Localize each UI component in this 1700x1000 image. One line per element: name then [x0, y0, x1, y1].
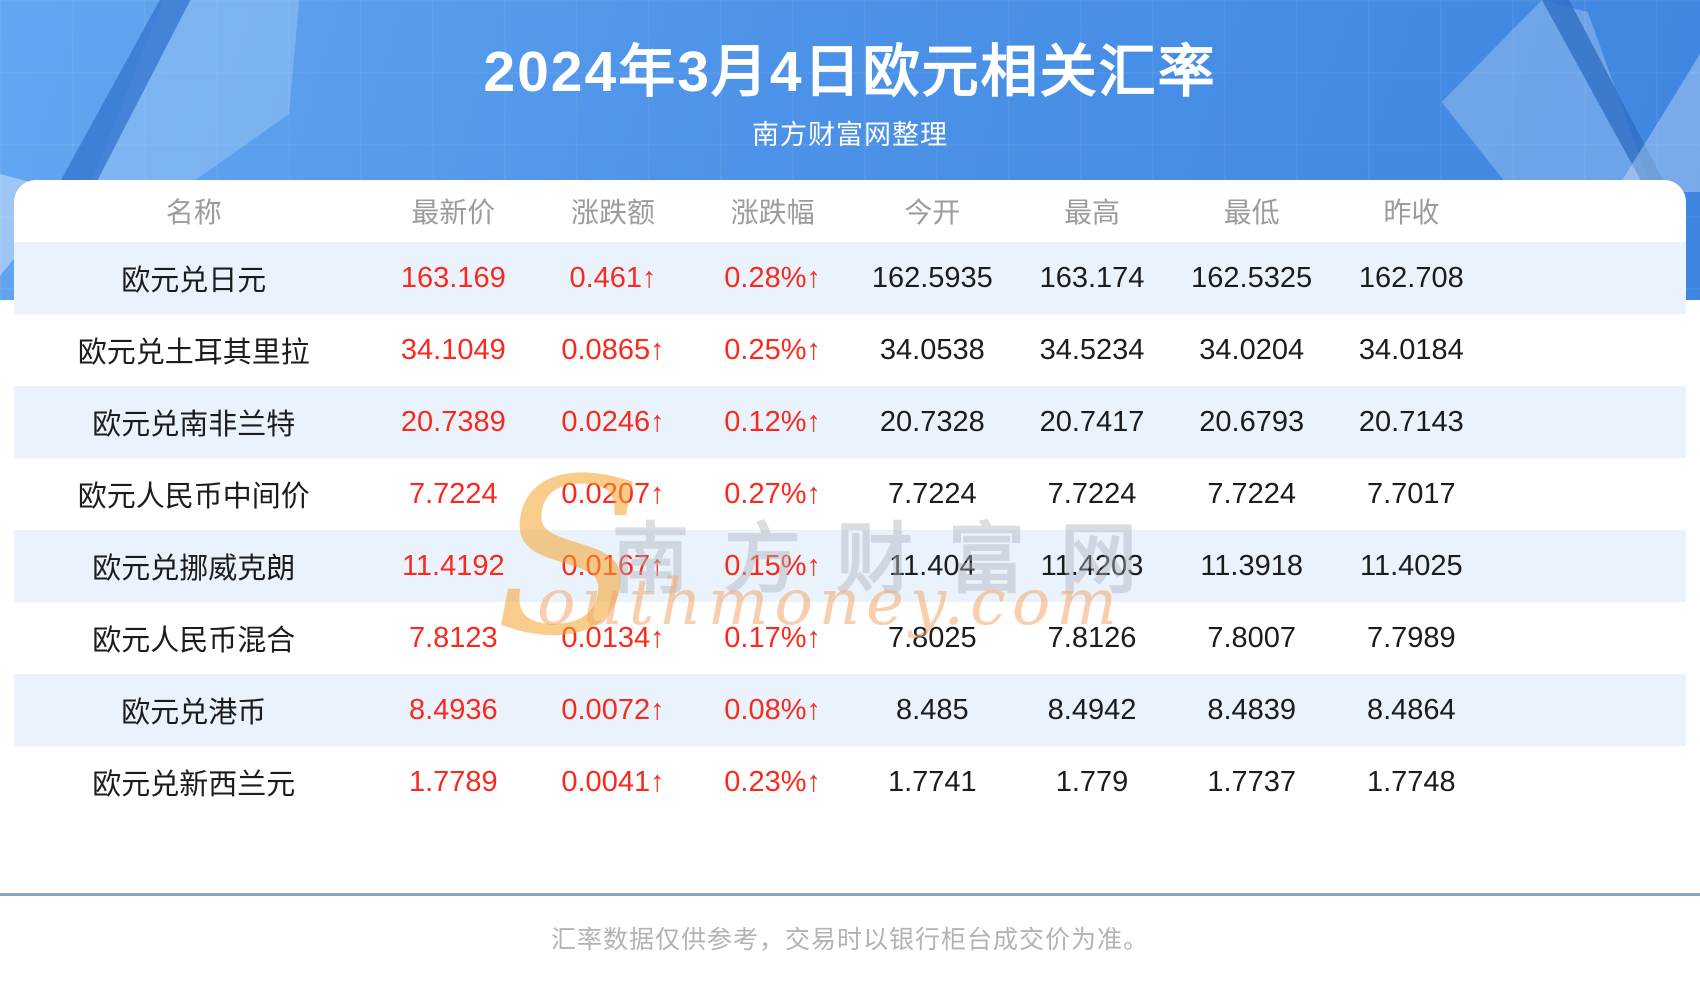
open-cell: 8.485 — [896, 693, 969, 726]
high-cell: 163.174 — [1039, 261, 1145, 294]
filler-cell — [1491, 458, 1686, 530]
pair-name-cell: 欧元兑港币 — [121, 697, 267, 729]
filler-cell — [1491, 602, 1686, 674]
prev-close-cell: 11.4025 — [1359, 549, 1463, 582]
low-cell: 7.7224 — [1207, 477, 1297, 510]
filler-cell — [1491, 386, 1686, 458]
high-cell: 7.8126 — [1047, 621, 1137, 654]
footer-disclaimer: 汇率数据仅供参考，交易时以银行柜台成交价为准。 — [550, 926, 1149, 954]
low-cell: 8.4839 — [1207, 693, 1297, 726]
pair-name-cell: 欧元兑挪威克朗 — [92, 553, 296, 585]
table-row: 欧元人民币混合 7.8123 0.0134↑ 0.17%↑ 7.8025 7.8… — [14, 602, 1686, 674]
filler-cell — [1491, 314, 1686, 386]
rates-card: 名称 最新价 涨跌额 涨跌幅 今开 最高 最低 昨收 欧元兑日元 163.169… — [14, 180, 1686, 1000]
change-percent-cell: 0.25%↑ — [724, 333, 822, 366]
latest-price-cell: 7.7224 — [408, 477, 498, 510]
change-percent-cell: 0.23%↑ — [724, 765, 822, 798]
prev-close-cell: 8.4864 — [1366, 693, 1456, 726]
col-header-filler — [1491, 180, 1686, 242]
latest-price-cell: 8.4936 — [408, 693, 498, 726]
change-percent-cell: 0.17%↑ — [724, 621, 822, 654]
change-amount-cell: 0.0865↑ — [561, 333, 665, 366]
col-header-change: 涨跌额 — [570, 197, 655, 228]
low-cell: 34.0204 — [1199, 333, 1305, 366]
low-cell: 7.8007 — [1207, 621, 1297, 654]
low-cell: 11.3918 — [1200, 549, 1303, 582]
latest-price-cell: 11.4192 — [401, 549, 505, 582]
footer-divider — [0, 893, 1700, 896]
high-cell: 1.779 — [1055, 765, 1129, 798]
latest-price-cell: 34.1049 — [400, 333, 506, 366]
page-title: 2024年3月4日欧元相关汇率 — [483, 40, 1217, 104]
change-percent-cell: 0.12%↑ — [724, 405, 822, 438]
pair-name-cell: 欧元兑日元 — [121, 265, 267, 297]
table-row: 欧元兑土耳其里拉 34.1049 0.0865↑ 0.25%↑ 34.0538 … — [14, 314, 1686, 386]
change-amount-cell: 0.0207↑ — [561, 477, 665, 510]
filler-cell — [1491, 242, 1686, 314]
pair-name-cell: 欧元兑南非兰特 — [92, 409, 296, 441]
latest-price-cell: 163.169 — [400, 261, 506, 294]
prev-close-cell: 34.0184 — [1358, 333, 1464, 366]
filler-cell — [1491, 530, 1686, 602]
col-header-change-pct: 涨跌幅 — [730, 197, 815, 228]
prev-close-cell: 7.7989 — [1366, 621, 1456, 654]
change-percent-cell: 0.08%↑ — [724, 693, 822, 726]
table-row: 欧元兑港币 8.4936 0.0072↑ 0.08%↑ 8.485 8.4942… — [14, 674, 1686, 746]
prev-close-cell: 7.7017 — [1366, 477, 1456, 510]
filler-cell — [1491, 746, 1686, 818]
low-cell: 162.5325 — [1191, 261, 1313, 294]
col-header-open: 今开 — [904, 197, 961, 228]
pair-name-cell: 欧元人民币中间价 — [77, 481, 310, 513]
col-header-low: 最低 — [1223, 197, 1280, 228]
high-cell: 11.4203 — [1040, 549, 1144, 582]
low-cell: 20.6793 — [1199, 405, 1305, 438]
col-header-prev-close: 昨收 — [1383, 197, 1440, 228]
exchange-rates-table: 名称 最新价 涨跌额 涨跌幅 今开 最高 最低 昨收 欧元兑日元 163.169… — [14, 180, 1686, 818]
change-percent-cell: 0.27%↑ — [724, 477, 822, 510]
change-percent-cell: 0.15%↑ — [724, 549, 822, 582]
pair-name-cell: 欧元兑土耳其里拉 — [77, 337, 310, 369]
table-header-row: 名称 最新价 涨跌额 涨跌幅 今开 最高 最低 昨收 — [14, 180, 1686, 242]
banner: 2024年3月4日欧元相关汇率 南方财富网整理 — [0, 0, 1700, 300]
col-header-name: 名称 — [165, 197, 222, 228]
prev-close-cell: 162.708 — [1358, 261, 1464, 294]
change-percent-cell: 0.28%↑ — [724, 261, 822, 294]
high-cell: 8.4942 — [1047, 693, 1137, 726]
open-cell: 162.5935 — [871, 261, 993, 294]
open-cell: 20.7328 — [879, 405, 985, 438]
change-amount-cell: 0.0246↑ — [561, 405, 665, 438]
high-cell: 7.7224 — [1047, 477, 1137, 510]
table-row: 欧元人民币中间价 7.7224 0.0207↑ 0.27%↑ 7.7224 7.… — [14, 458, 1686, 530]
table-row: 欧元兑日元 163.169 0.461↑ 0.28%↑ 162.5935 163… — [14, 242, 1686, 314]
col-header-latest: 最新价 — [411, 197, 496, 228]
open-cell: 1.7741 — [887, 765, 977, 798]
pair-name-cell: 欧元人民币混合 — [92, 625, 296, 657]
change-amount-cell: 0.0167↑ — [561, 549, 665, 582]
table-row: 欧元兑新西兰元 1.7789 0.0041↑ 0.23%↑ 1.7741 1.7… — [14, 746, 1686, 818]
open-cell: 11.404 — [889, 549, 976, 582]
page-subtitle: 南方财富网整理 — [752, 120, 948, 150]
high-cell: 20.7417 — [1039, 405, 1145, 438]
open-cell: 34.0538 — [879, 333, 985, 366]
latest-price-cell: 1.7789 — [408, 765, 498, 798]
change-amount-cell: 0.0134↑ — [561, 621, 665, 654]
prev-close-cell: 20.7143 — [1358, 405, 1464, 438]
low-cell: 1.7737 — [1207, 765, 1297, 798]
col-header-high: 最高 — [1063, 197, 1120, 228]
pair-name-cell: 欧元兑新西兰元 — [92, 769, 296, 801]
high-cell: 34.5234 — [1039, 333, 1145, 366]
latest-price-cell: 20.7389 — [400, 405, 506, 438]
change-amount-cell: 0.0041↑ — [561, 765, 665, 798]
open-cell: 7.8025 — [887, 621, 977, 654]
latest-price-cell: 7.8123 — [408, 621, 498, 654]
table-row: 欧元兑挪威克朗 11.4192 0.0167↑ 0.15%↑ 11.404 11… — [14, 530, 1686, 602]
table-row: 欧元兑南非兰特 20.7389 0.0246↑ 0.12%↑ 20.7328 2… — [14, 386, 1686, 458]
prev-close-cell: 1.7748 — [1366, 765, 1456, 798]
filler-cell — [1491, 674, 1686, 746]
change-amount-cell: 0.461↑ — [569, 261, 657, 294]
change-amount-cell: 0.0072↑ — [561, 693, 665, 726]
open-cell: 7.7224 — [887, 477, 977, 510]
